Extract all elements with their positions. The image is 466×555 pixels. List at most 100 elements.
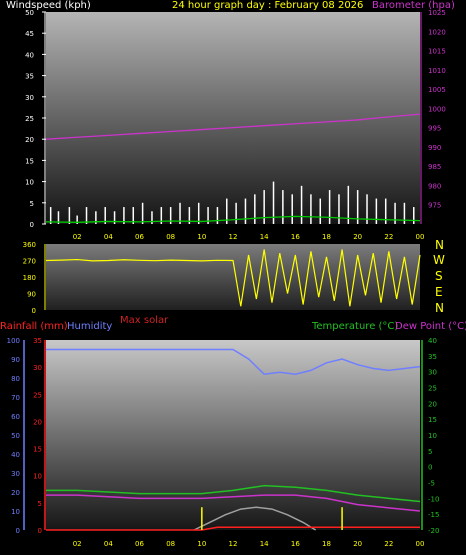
time-label-top-9: 20	[353, 233, 362, 241]
baro-tick-6: 1005	[428, 86, 446, 94]
hum-tick-1: 10	[11, 508, 20, 516]
temp-tick-8: 20	[428, 400, 437, 408]
time-label-bottom-6: 14	[260, 540, 269, 548]
rain-tick-1: 5	[38, 500, 42, 508]
temp-tick-7: 15	[428, 416, 437, 424]
wind-tick-1: 5	[30, 200, 34, 208]
direction-line	[45, 249, 421, 307]
temp-tick-1: -15	[428, 511, 439, 519]
time-label-top-5: 12	[229, 233, 238, 241]
dewpoint-label: Dew Point (°C)	[395, 321, 466, 332]
wind-tick-2: 10	[25, 179, 34, 187]
solar-curve	[193, 506, 316, 531]
dir-tick-0: 360	[23, 241, 36, 249]
humidity-line	[46, 348, 421, 375]
baro-tick-1: 980	[428, 182, 441, 190]
panel-temp-bg	[46, 340, 420, 530]
compass-n-top: N	[435, 238, 444, 252]
wind-tick-3: 15	[25, 157, 34, 165]
time-label-bottom-0: 02	[73, 540, 82, 548]
dir-tick-1: 270	[23, 258, 36, 266]
wind-tick-5: 25	[25, 115, 34, 123]
time-label-bottom-4: 10	[197, 540, 206, 548]
hum-tick-2: 20	[11, 489, 20, 497]
time-label-bottom-8: 18	[322, 540, 331, 548]
time-label-top-10: 22	[384, 233, 393, 241]
rain-tick-3: 15	[33, 446, 42, 454]
wind-tick-9: 45	[25, 30, 34, 38]
baro-tick-2: 985	[428, 163, 441, 171]
temp-tick-11: 35	[428, 353, 437, 361]
time-label-top-7: 16	[291, 233, 300, 241]
compass-s: S	[435, 269, 443, 283]
wind-tick-6: 30	[25, 94, 34, 102]
time-label-bottom-11: 00	[416, 540, 425, 548]
rain-tick-2: 10	[33, 473, 42, 481]
rain-tick-0: 0	[38, 527, 42, 535]
dir-tick-3: 90	[27, 291, 36, 299]
time-label-bottom-9: 20	[353, 540, 362, 548]
hum-tick-9: 90	[11, 356, 20, 364]
windspeed-axis-title: Windspeed (kph)	[6, 0, 91, 11]
baro-tick-0: 975	[428, 202, 441, 210]
temp-tick-10: 30	[428, 369, 437, 377]
temp-tick-2: -10	[428, 495, 439, 503]
panel-direction-bg	[46, 244, 420, 310]
hum-tick-6: 60	[11, 413, 20, 421]
solar-label: Max solar	[120, 315, 169, 326]
graph-title: 24 hour graph day : February 08 2026	[172, 0, 364, 11]
dir-tick-4: 0	[32, 307, 36, 315]
hum-tick-5: 50	[11, 432, 20, 440]
time-label-top-2: 06	[135, 233, 144, 241]
time-label-top-4: 10	[197, 233, 206, 241]
time-label-bottom-2: 06	[135, 540, 144, 548]
baro-tick-7: 1010	[428, 67, 446, 75]
temp-tick-12: 40	[428, 337, 437, 345]
time-label-top-6: 14	[260, 233, 269, 241]
panel-wind-bg	[46, 12, 420, 224]
baro-tick-3: 990	[428, 144, 441, 152]
hum-tick-8: 80	[11, 375, 20, 383]
wind-average-line	[45, 215, 421, 223]
wind-tick-7: 35	[25, 73, 34, 81]
rain-tick-5: 25	[33, 391, 42, 399]
compass-e: E	[435, 285, 443, 299]
hum-tick-10: 100	[7, 337, 20, 345]
compass-w: W	[433, 253, 445, 267]
baro-tick-4: 995	[428, 125, 441, 133]
baro-tick-9: 1020	[428, 28, 446, 36]
time-label-bottom-7: 16	[291, 540, 300, 548]
rain-tick-4: 20	[33, 418, 42, 426]
humidity-label: Humidity	[67, 321, 113, 332]
time-label-top-8: 18	[322, 233, 331, 241]
time-label-bottom-3: 08	[166, 540, 175, 548]
baro-tick-10: 1025	[428, 9, 446, 17]
wind-tick-8: 40	[25, 51, 34, 59]
temp-tick-4: 0	[428, 464, 432, 472]
wind-tick-4: 20	[25, 136, 34, 144]
temperature-label: Temperature (°C)	[312, 321, 399, 332]
hum-tick-4: 40	[11, 451, 20, 459]
rainfall-label: Rainfall (mm)	[0, 321, 68, 332]
baro-tick-5: 1000	[428, 105, 446, 113]
temp-tick-6: 10	[428, 432, 437, 440]
temp-tick-0: -20	[428, 527, 439, 535]
time-label-bottom-10: 22	[384, 540, 393, 548]
dewpoint-line	[46, 494, 421, 512]
wind-tick-10: 50	[25, 9, 34, 17]
time-label-top-1: 04	[104, 233, 113, 241]
time-label-bottom-1: 04	[104, 540, 113, 548]
hum-tick-0: 0	[16, 527, 20, 535]
baro-tick-8: 1015	[428, 48, 446, 56]
time-label-bottom-5: 12	[229, 540, 238, 548]
barometer-axis-title: Barometer (hpa)	[372, 0, 455, 11]
hum-tick-3: 30	[11, 470, 20, 478]
time-label-top-0: 02	[73, 233, 82, 241]
wind-tick-0: 0	[30, 221, 34, 229]
dir-tick-2: 180	[23, 274, 36, 282]
barometer-line	[45, 113, 421, 140]
temp-tick-3: -5	[428, 480, 435, 488]
compass-n-bottom: N	[435, 301, 444, 315]
